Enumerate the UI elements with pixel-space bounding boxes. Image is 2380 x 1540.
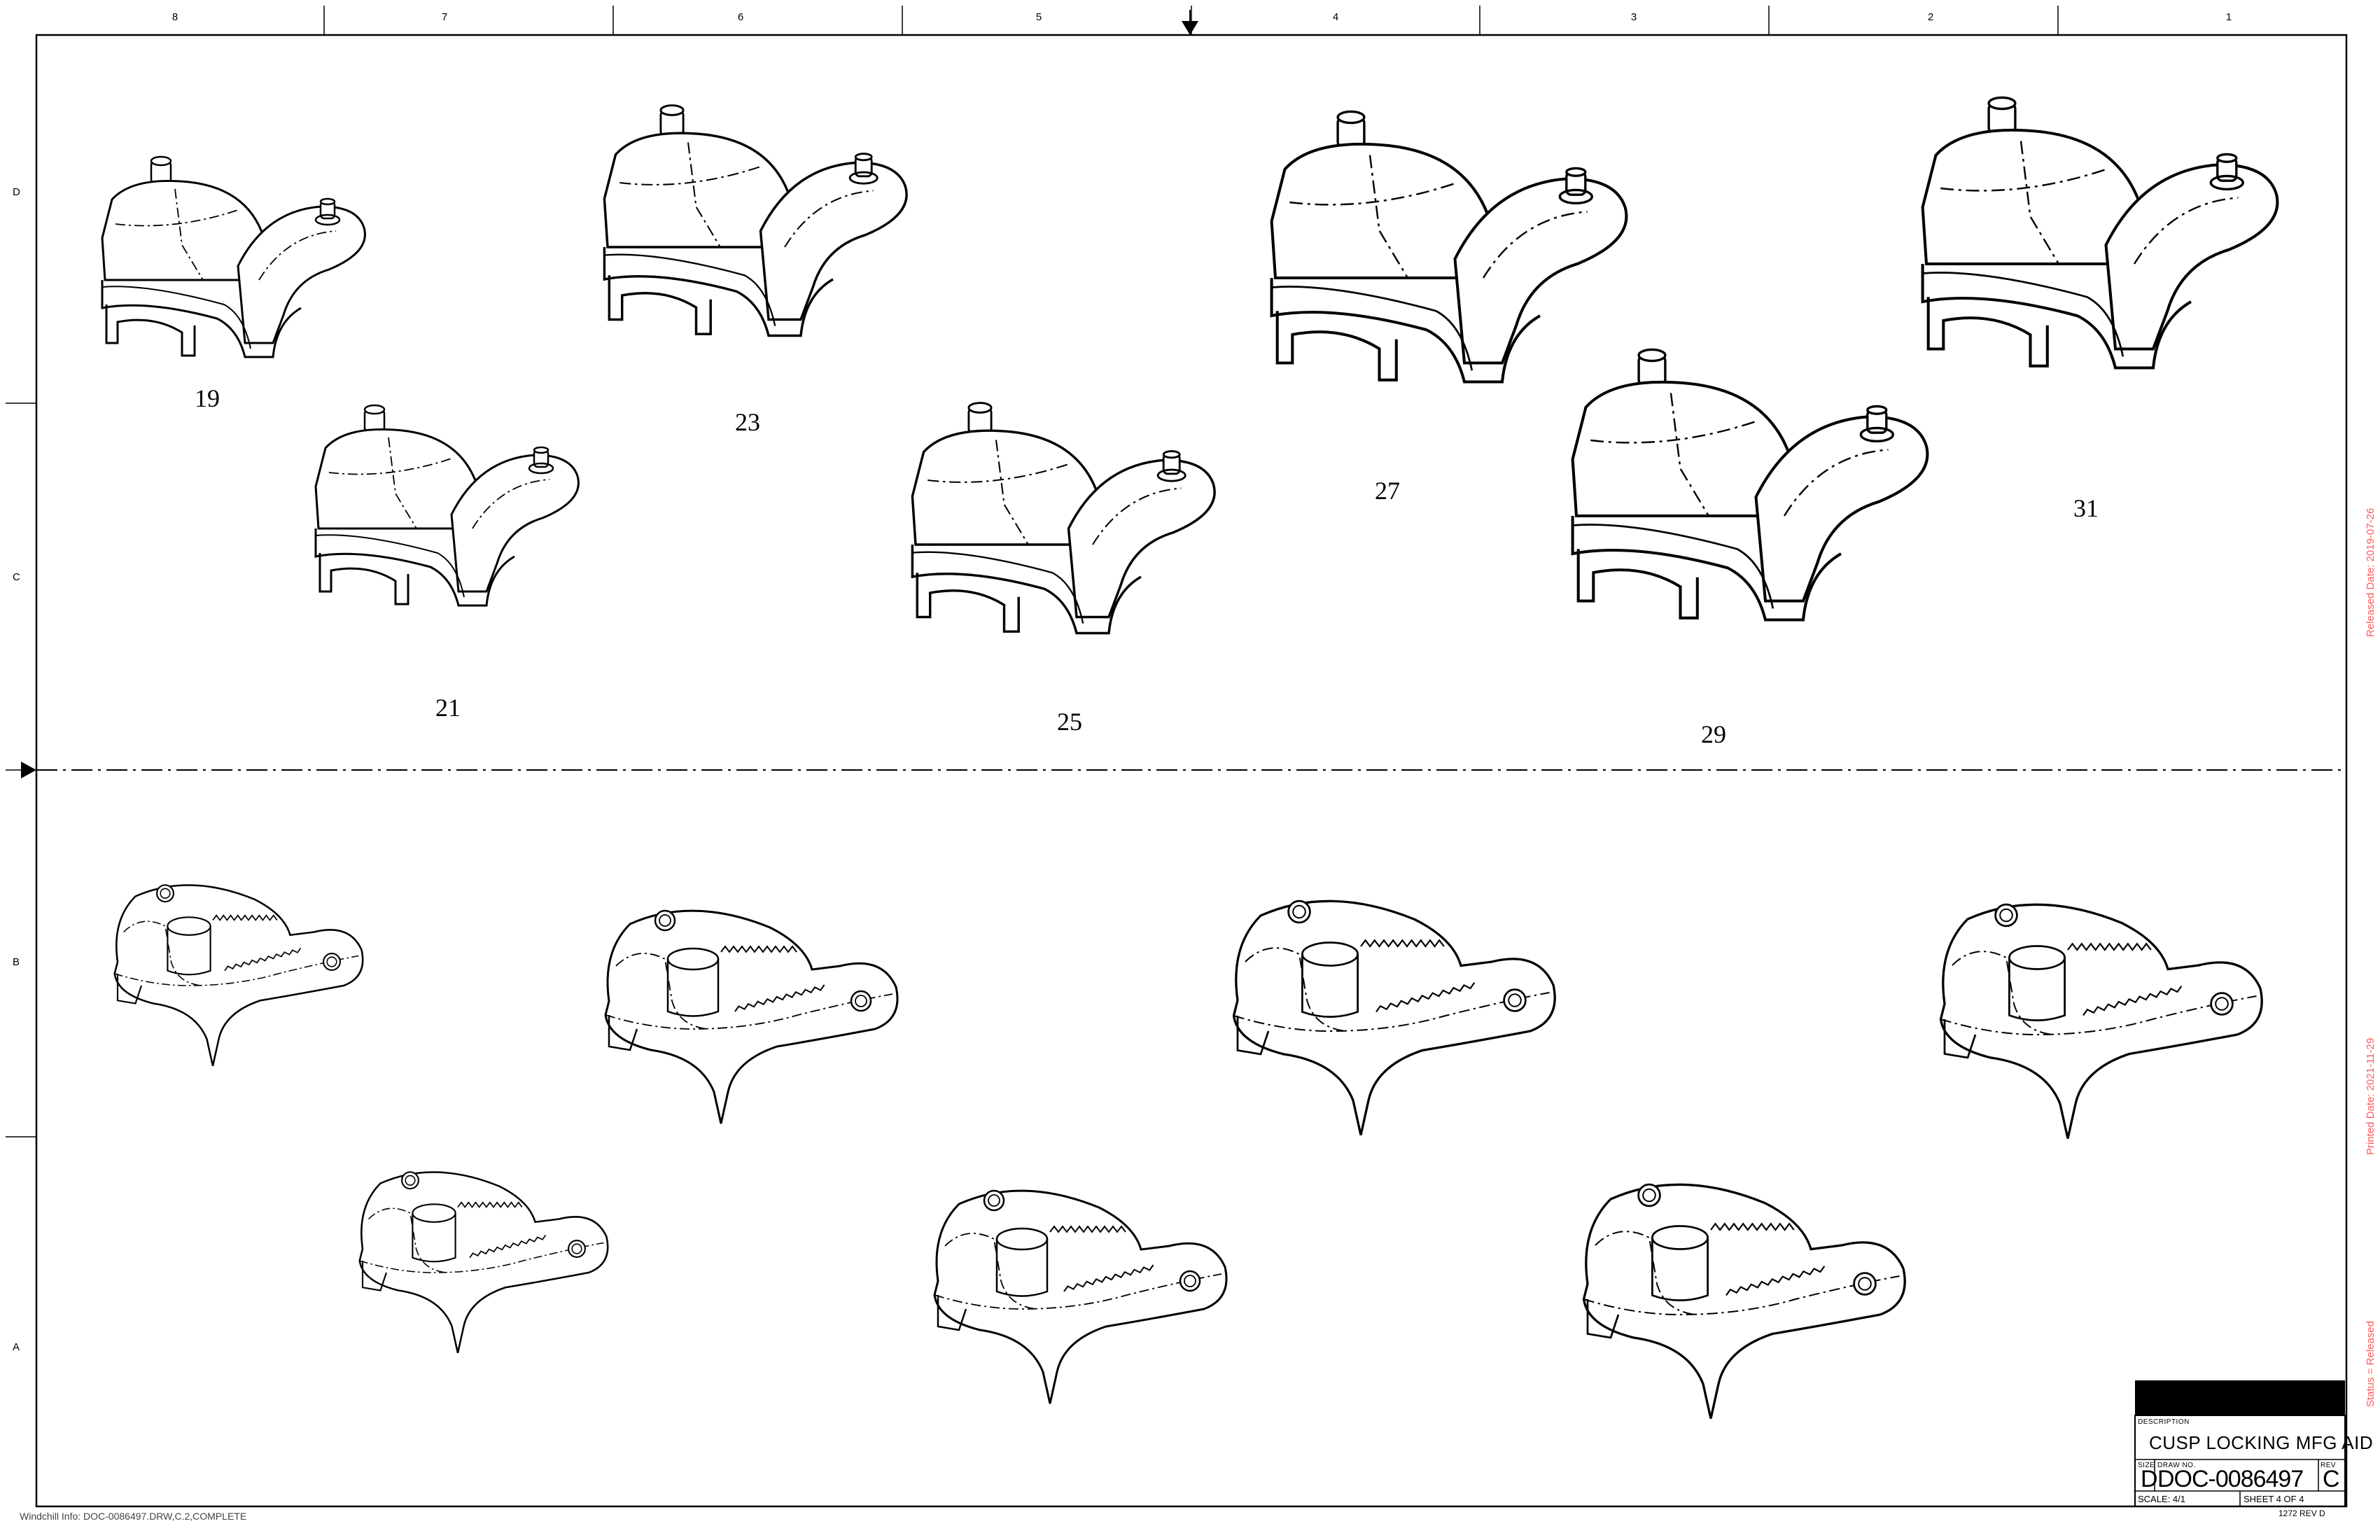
- zone-row-label: D: [13, 186, 20, 198]
- part-19-top-view: [113, 884, 364, 1068]
- part-25-top-view: [933, 1189, 1228, 1405]
- status-stamp: Status = Released: [2365, 1321, 2376, 1407]
- part-31-side-view: [1923, 97, 2278, 368]
- zone-column-label: 7: [441, 11, 448, 23]
- part-29-side-view: [1573, 349, 1928, 620]
- zone-column-label: 8: [172, 11, 178, 23]
- revision: C: [2323, 1466, 2340, 1492]
- zone-column-label: 2: [1927, 11, 1934, 23]
- part-19-side-view: [101, 155, 366, 358]
- part-number-label: 23: [735, 408, 760, 436]
- description-label: DESCRIPTION: [2138, 1418, 2190, 1426]
- part-number-label: 31: [2073, 494, 2099, 522]
- zone-column-label: 4: [1332, 11, 1339, 23]
- sheet-number: SHEET 4 OF 4: [2244, 1494, 2304, 1504]
- zone-column-label: 6: [737, 11, 744, 23]
- zone-row-label: C: [13, 571, 20, 583]
- zone-column-label: 3: [1630, 11, 1637, 23]
- printed-date-stamp: Printed Date: 2021-11-29: [2365, 1037, 2376, 1155]
- part-23-side-view: [603, 104, 908, 337]
- zone-column-label: 5: [1035, 11, 1042, 23]
- center-mark-top: [1182, 21, 1198, 35]
- part-number-label: 25: [1057, 708, 1082, 736]
- part-25-side-view: [911, 401, 1216, 635]
- part-number-label: 21: [435, 694, 461, 722]
- drawing-scale: SCALE: 4/1: [2138, 1494, 2185, 1504]
- drawing-title: CUSP LOCKING MFG AID: [2149, 1432, 2374, 1453]
- part-31-top-view: [1939, 903, 2263, 1140]
- form-revision: 1272 REV D: [2278, 1508, 2325, 1518]
- zone-row-label: A: [13, 1341, 20, 1353]
- drawing-number-label: DRAW NO.: [2157, 1462, 2196, 1469]
- zone-row-label: B: [13, 956, 20, 968]
- title-block-frame: [2134, 1380, 2346, 1507]
- sheet-size: D: [2141, 1466, 2158, 1492]
- part-29-top-view: [1582, 1183, 1906, 1420]
- part-21-side-view: [314, 404, 580, 607]
- size-label: SIZE: [2138, 1462, 2155, 1469]
- part-23-top-view: [604, 909, 899, 1125]
- part-number-label: 27: [1375, 477, 1400, 505]
- drawing-number: DOC-0086497: [2157, 1466, 2304, 1492]
- windchill-info: Windchill Info: DOC-0086497.DRW,C.2,COMP…: [20, 1511, 247, 1522]
- part-21-top-view: [358, 1171, 609, 1354]
- part-27-side-view: [1272, 111, 1627, 382]
- released-date-stamp: Released Date: 2019-07-26: [2365, 507, 2376, 637]
- revision-label: REV: [2320, 1462, 2337, 1469]
- part-number-label: 19: [195, 384, 220, 412]
- part-number-label: 29: [1701, 720, 1726, 748]
- center-mark-left: [21, 762, 36, 778]
- zone-column-label: 1: [2225, 11, 2232, 23]
- part-27-top-view: [1232, 899, 1556, 1137]
